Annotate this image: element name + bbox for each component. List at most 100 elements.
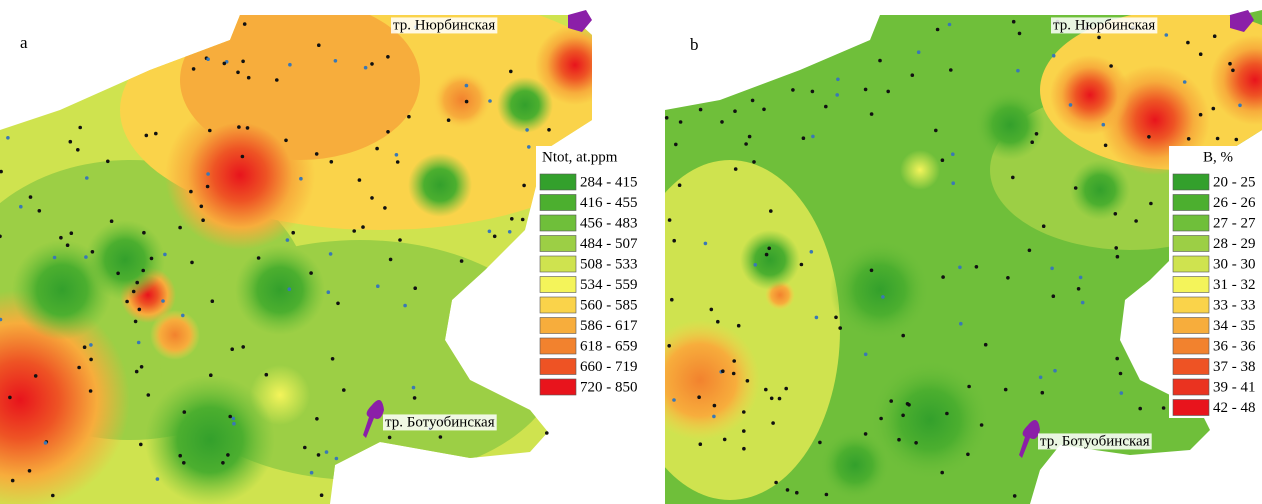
sample-point [699,442,703,446]
sample-point [190,261,194,265]
sample-point [901,414,905,418]
sample-point [1104,144,1108,148]
sample-point [1077,287,1081,291]
sample-point [232,417,236,421]
sample-point [824,105,828,109]
legend-label: 586 - 617 [580,318,638,334]
sample-point [412,386,416,390]
sample-point [1052,294,1056,298]
sample-point [878,59,882,63]
sample-point [940,471,944,475]
sample-point [710,308,714,312]
page: aтр. Нюрбинскаятр. БотуобинскаяNtot, at.… [0,0,1262,504]
sample-point [141,269,145,273]
sample-point [1231,69,1235,73]
sample-point [226,453,230,457]
sample-point [870,112,874,116]
sample-point [746,379,750,383]
sample-point [398,238,402,242]
panel-label: b [690,35,699,54]
legend-label: 34 - 35 [1213,318,1256,334]
sample-point [835,93,839,97]
sample-point [897,438,901,442]
sample-point [110,219,114,223]
sample-point [668,218,672,222]
legend-swatch [540,359,576,375]
sample-point [1147,135,1151,139]
sample-point [288,287,292,291]
sample-point [275,78,279,82]
sample-point [508,230,512,234]
sample-point [38,209,42,213]
sample-point [137,341,141,345]
legend-label: 36 - 36 [1213,338,1256,354]
sample-point [1052,54,1056,58]
sample-point [1081,301,1085,305]
sample-point [815,316,819,320]
sample-point [139,443,143,447]
sample-point [917,50,921,54]
sample-point [200,205,204,209]
legend-title: B, % [1203,149,1233,165]
legend-swatch [1173,256,1209,272]
sample-point [85,176,89,180]
sample-point [742,429,746,433]
sample-point [949,68,953,72]
sample-point [460,259,464,263]
legend-swatch [1173,297,1209,313]
sample-point [810,250,814,254]
sample-point [140,365,144,369]
sample-point [265,373,269,377]
sample-point [836,78,840,82]
sample-point [376,284,380,288]
sample-point [1120,391,1124,395]
sample-point [178,454,182,458]
sample-point [331,357,335,361]
sample-point [228,415,232,419]
sample-point [1012,20,1016,24]
sample-point [439,435,443,439]
legend-title: Ntot, at.ppm [542,149,618,165]
sample-point [413,286,417,290]
sample-point [116,272,120,276]
sample-point [192,67,196,71]
sample-point [161,299,165,303]
sample-point [1238,104,1242,108]
sample-point [236,71,240,75]
sample-point [44,441,48,445]
sample-point [1018,32,1022,36]
sample-point [1004,388,1008,392]
sample-point [1114,246,1118,250]
sample-point [723,438,727,442]
sample-point [762,108,766,112]
sample-point [1212,107,1216,111]
sample-point [951,152,955,156]
sample-point [51,494,55,498]
sample-point [721,369,725,373]
sample-point [76,148,80,152]
legend-swatch [1173,215,1209,231]
sample-point [838,326,842,330]
sample-point [674,143,678,147]
sample-point [704,242,708,246]
sample-point [678,183,682,187]
sample-point [667,344,671,348]
legend-label: 33 - 33 [1213,297,1256,313]
sample-point [327,290,331,294]
sample-point [206,185,210,189]
sample-point [388,436,392,440]
sample-point [864,432,868,436]
sample-point [1235,138,1239,142]
sample-point [299,177,303,181]
sample-point [1011,176,1015,180]
sample-point [545,431,549,435]
sample-point [886,90,890,94]
sample-point [243,22,247,26]
sample-point [1119,372,1123,376]
legend-label: 30 - 30 [1213,256,1256,272]
legend-swatch [1173,236,1209,252]
sample-point [34,374,38,378]
sample-point [291,231,295,235]
sample-point [370,196,374,200]
sample-point [386,55,390,59]
